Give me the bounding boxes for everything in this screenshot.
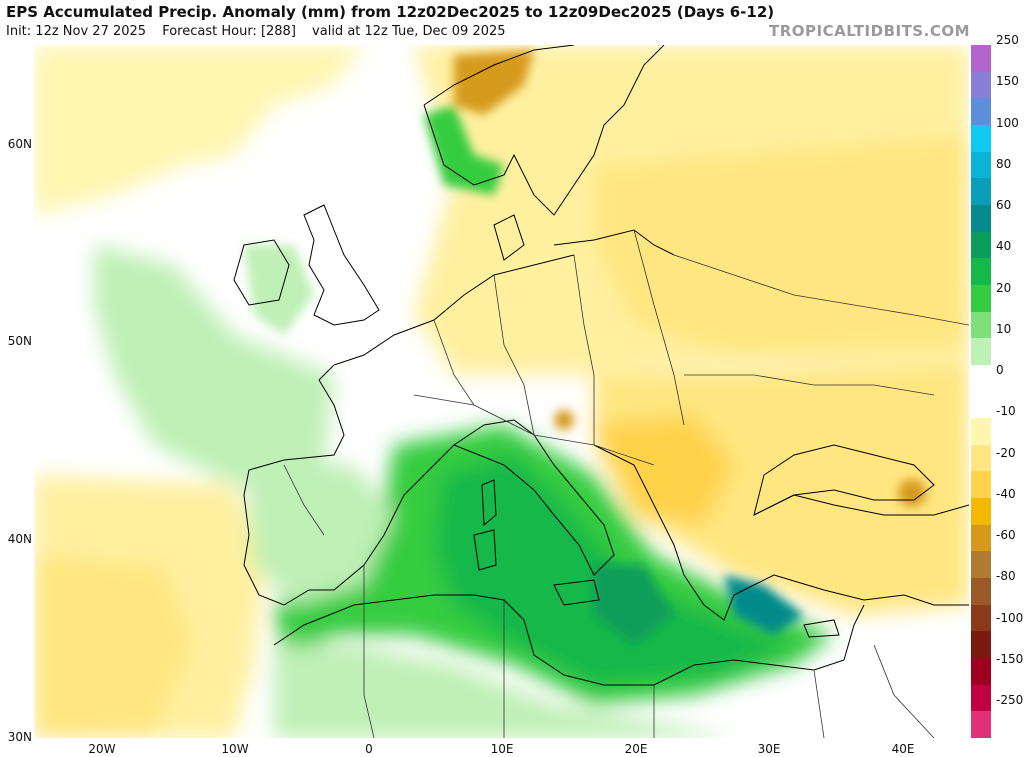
lat-label-40n: 40N (7, 532, 32, 546)
colorbar-segment (971, 71, 991, 99)
lon-label-20e: 20E (624, 742, 648, 756)
valid-time: valid at 12z Tue, Dec 09 2025 (312, 24, 506, 39)
colorbar-segment (971, 551, 991, 579)
brand-watermark: TROPICALTIDBITS.COM (769, 22, 970, 40)
colorbar-segment (971, 391, 991, 419)
colorbar-segment (971, 284, 991, 313)
lon-label-30e: 30E (757, 742, 781, 756)
colorbar-segment (971, 124, 991, 153)
colorbar-segment (971, 258, 991, 286)
colorbar-segment (971, 658, 991, 686)
colorbar-tick-label: -60 (996, 528, 1016, 542)
colorbar-segment (971, 418, 991, 446)
colorbar-tick-label: 100 (996, 115, 1019, 130)
anomaly-detail (244, 50, 926, 645)
map-subtitle: Init: 12z Nov 27 2025 Forecast Hour: [28… (6, 24, 518, 39)
coastlines (233, 45, 969, 686)
colorbar-segment (971, 45, 991, 73)
map-canvas (34, 45, 969, 738)
colorbar-segment (971, 631, 991, 659)
colorbar-tick-label: -80 (996, 569, 1016, 584)
lat-label-60n: 60N (7, 137, 32, 151)
colorbar-segment (971, 98, 991, 126)
colorbar-segment (971, 204, 991, 233)
colorbar-tick-label: -150 (996, 651, 1024, 666)
colorbar-tick-label: 10 (996, 321, 1012, 336)
init-time: Init: 12z Nov 27 2025 (6, 24, 147, 39)
colorbar-segment (971, 338, 991, 366)
colorbar-segment (971, 151, 991, 179)
colorbar-tick-label: 80 (996, 156, 1012, 171)
lon-label-20w: 20W (88, 742, 116, 756)
colorbar-segment (971, 604, 991, 632)
forecast-hour: Forecast Hour: [288] (162, 24, 296, 39)
colorbar-segment (971, 471, 991, 499)
colorbar-segment (971, 578, 991, 606)
colorbar-segment (971, 711, 991, 739)
colorbar-tick-label: 250 (996, 33, 1019, 47)
country-borders (283, 229, 969, 738)
colorbar-segment (971, 231, 991, 259)
lat-label-30n: 30N (7, 730, 32, 744)
colorbar-segment (971, 684, 991, 712)
lon-label-40e: 40E (891, 742, 915, 756)
colorbar-tick-label: -20 (996, 445, 1016, 460)
lon-label-0: 0 (365, 742, 373, 756)
precip-anomaly-map (34, 45, 969, 738)
colorbar-segment (971, 524, 991, 552)
map-title: EPS Accumulated Precip. Anomaly (mm) fro… (6, 3, 775, 21)
colorbar-segment (971, 311, 991, 339)
colorbar-tick-label: -40 (996, 486, 1016, 501)
colorbar-tick-label: -250 (996, 693, 1024, 707)
colorbar-tick-label: 40 (996, 239, 1012, 254)
colorbar-tick-label: -100 (996, 610, 1024, 625)
colorbar-segment (971, 178, 991, 206)
colorbar-tick-label: 150 (996, 74, 1019, 89)
lon-label-10e: 10E (490, 742, 514, 756)
colorbar-segment (971, 498, 991, 526)
colorbar-legend (971, 45, 991, 739)
lat-label-50n: 50N (7, 334, 32, 348)
colorbar-tick-label: 0 (996, 363, 1004, 377)
colorbar-tick-label: 60 (996, 198, 1012, 212)
colorbar-tick-label: 20 (996, 280, 1012, 295)
colorbar-segment (971, 364, 991, 392)
lon-label-10w: 10W (221, 742, 249, 756)
colorbar-segment (971, 444, 991, 472)
colorbar-tick-label: -10 (996, 404, 1016, 419)
anomaly-field (34, 45, 969, 738)
